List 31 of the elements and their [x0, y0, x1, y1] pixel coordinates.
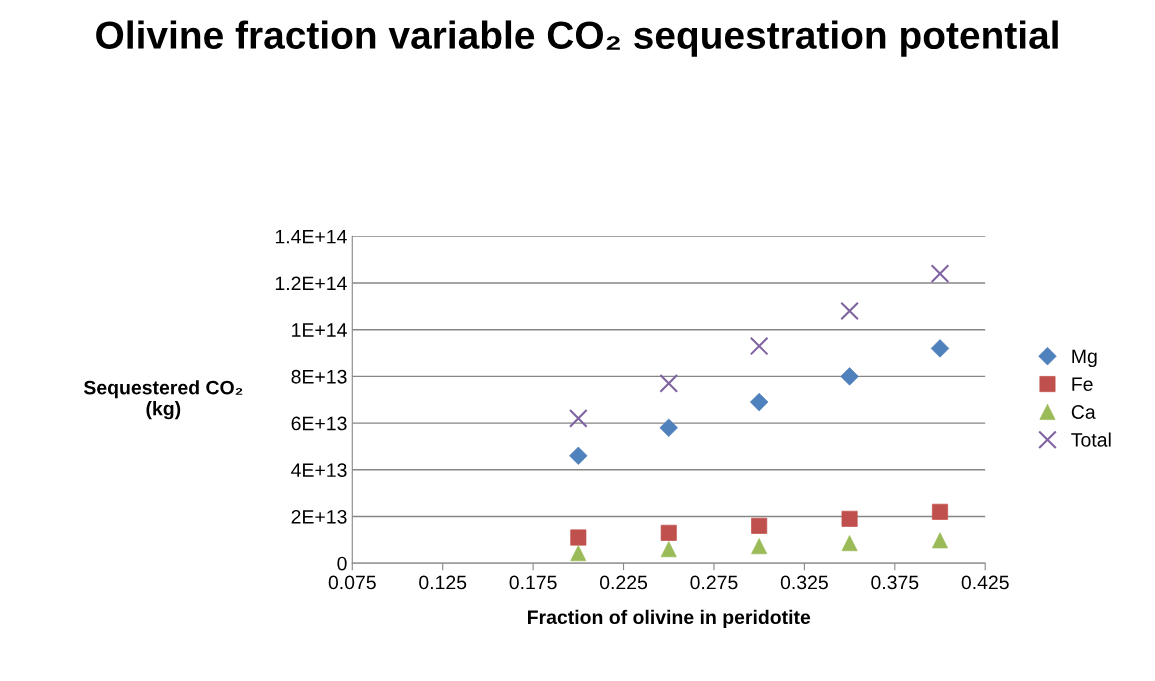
x-tick-label: 0.075 — [328, 575, 376, 590]
x-tick-label: 0.425 — [961, 575, 1009, 590]
chart-title: Olivine fraction variable CO₂ sequestration potential — [96, 20, 1058, 57]
y-tick-label: 8E+13 — [291, 369, 347, 384]
y-tick-label: 6E+13 — [291, 416, 347, 431]
y-tick-label: 1.4E+14 — [275, 229, 347, 244]
point — [930, 264, 950, 284]
x-tick-label: 0.225 — [599, 575, 648, 590]
point — [932, 503, 948, 520]
y-tick-label: 2E+13 — [291, 509, 347, 524]
y-tick-label: 4E+13 — [291, 463, 347, 478]
legend-label: Total — [1071, 432, 1111, 447]
y-tick-label: 0 — [337, 556, 347, 571]
point — [568, 409, 588, 428]
legend-label: Fe — [1072, 377, 1093, 392]
point — [659, 374, 679, 393]
y-tick-label: 1.2E+14 — [275, 276, 347, 291]
point — [570, 545, 587, 562]
x-axis-title: Fraction of olivine in peridotite — [528, 609, 811, 628]
x-tick-label: 0.275 — [690, 575, 738, 590]
x-tick-label: 0.375 — [871, 575, 919, 590]
y-axis-title: Sequestered CO₂ (kg) — [83, 380, 243, 420]
x-tick-label: 0.175 — [509, 575, 557, 590]
point — [930, 339, 950, 358]
point — [840, 301, 859, 321]
x-tick-label: 0.325 — [780, 575, 828, 590]
legend-label: Ca — [1071, 405, 1096, 419]
x-tick-label: 0.125 — [419, 575, 467, 590]
legend-label: Mg — [1072, 349, 1097, 368]
point — [749, 336, 769, 356]
y-tick-label: 1E+14 — [292, 323, 347, 337]
